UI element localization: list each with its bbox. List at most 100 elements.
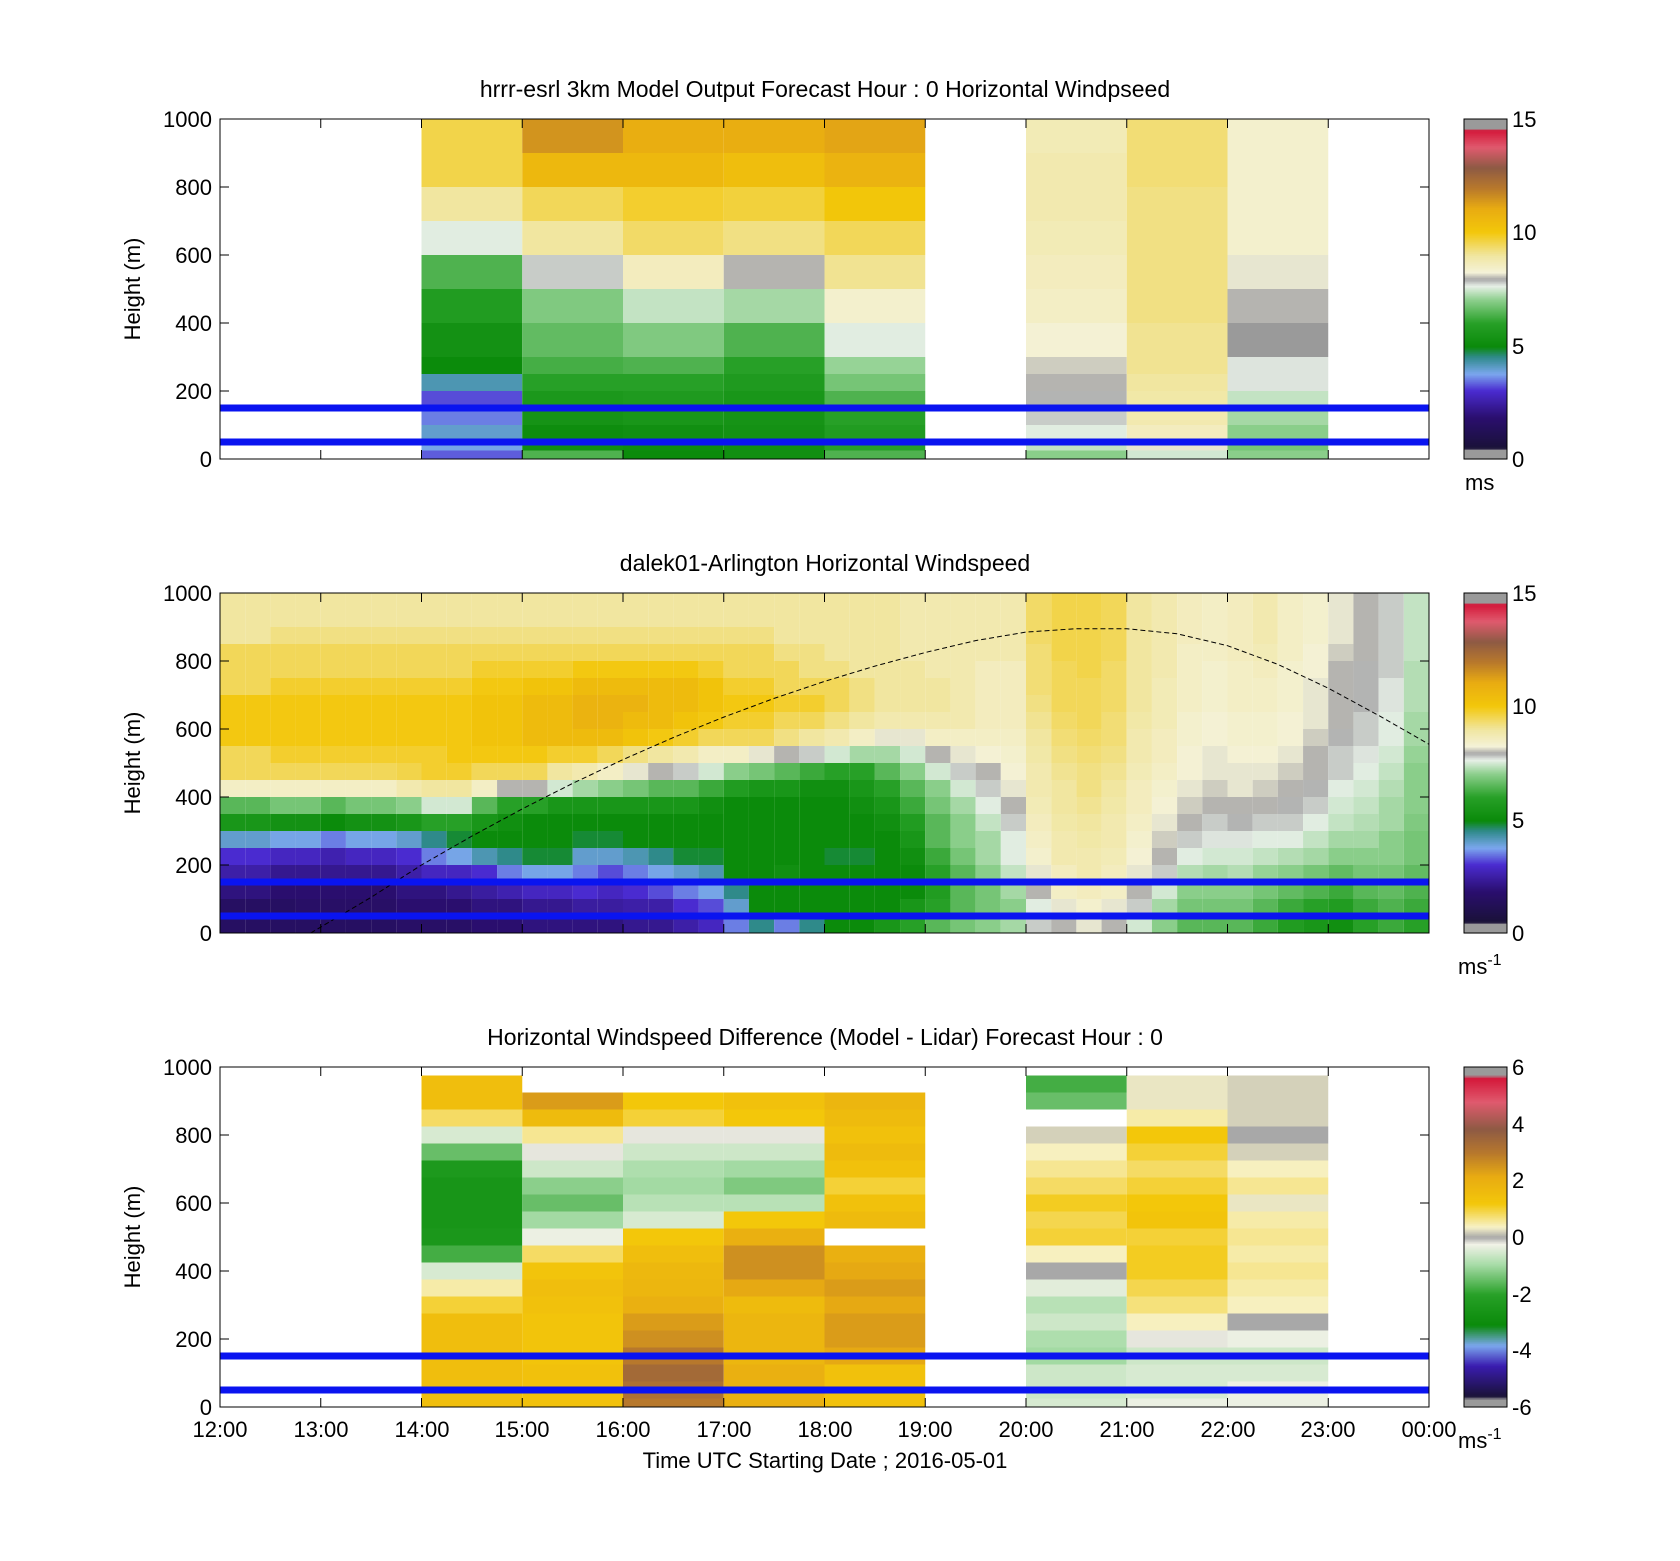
colorbar-segment [1464,1231,1507,1234]
colorbar-tick-label: 4 [1512,1112,1524,1137]
heatmap-cell [421,1143,523,1161]
heatmap-cell [421,1109,523,1127]
colorbar-segment [1464,1331,1507,1334]
heatmap-cell [849,916,875,933]
colorbar-segment [1464,595,1507,598]
colorbar-segment [1464,767,1507,770]
heatmap-cell [522,153,623,187]
heatmap-cell [723,610,749,627]
heatmap-cell [774,610,800,627]
heatmap-cell [345,797,372,814]
colorbar-segment [1464,645,1507,648]
heatmap-cell [345,814,372,831]
heatmap-cell [220,848,246,865]
colorbar-tick-label: 10 [1512,220,1536,245]
heatmap-cell [723,323,825,357]
heatmap-cell [1303,678,1329,695]
heatmap-cell [623,1126,724,1144]
heatmap-cell [245,695,271,712]
heatmap-cell [723,882,749,899]
heatmap-cell [623,1194,724,1212]
heatmap-cell [371,644,397,661]
colorbar-segment [1464,119,1507,122]
heatmap-cell [396,763,422,780]
heatmap-cell [900,712,926,729]
heatmap-cell [1101,865,1127,882]
colorbar-segment [1464,429,1507,432]
colorbar-segment [1464,1253,1507,1256]
heatmap-cell [900,746,926,763]
heatmap-cell [824,1245,926,1263]
heatmap-cell [1026,391,1127,408]
colorbar-tick-label: 0 [1512,1225,1524,1250]
heatmap-cell [723,848,749,865]
heatmap-cell [748,661,775,678]
heatmap-cell [1353,627,1379,644]
heatmap-cell [950,899,976,916]
heatmap-cell [849,593,875,610]
colorbar-segment [1464,1369,1507,1372]
colorbar-segment [1464,915,1507,918]
heatmap-cell [849,780,875,797]
heatmap-cell [1101,797,1127,814]
heatmap-cell [623,644,649,661]
heatmap-cell [1403,899,1429,916]
heatmap-cell [1126,1211,1228,1229]
heatmap-cell [1101,848,1127,865]
heatmap-cell [1328,627,1354,644]
heatmap-cell [849,814,875,831]
heatmap-cell [1378,712,1404,729]
heatmap-cell [471,712,498,729]
colorbar-segment [1464,735,1507,738]
colorbar-segment [1464,881,1507,884]
heatmap-cell [396,644,422,661]
heatmap-cell [547,610,573,627]
heatmap-cell [648,644,674,661]
heatmap-cell [748,797,775,814]
colorbar-segment [1464,1319,1507,1322]
heatmap-cell [623,119,724,153]
heatmap-cell [774,848,800,865]
heatmap-cell [522,1143,623,1161]
colorbar-segment [1464,757,1507,760]
heatmap-cell [1277,831,1304,848]
heatmap-cell [1151,797,1178,814]
colorbar-segment [1464,257,1507,260]
heatmap-cell [975,865,1001,882]
panel-2-reference-curve [310,628,1430,934]
heatmap-cell [1378,831,1404,848]
panel-lidar-windspeed: dalek01-Arlington Horizontal Windspeed H… [120,550,1536,979]
heatmap-cell [1252,712,1278,729]
colorbar-segment [1464,1279,1507,1282]
heatmap-cell [1177,712,1203,729]
heatmap-cell [623,831,649,848]
xtick-label: 18:00 [797,1417,852,1442]
colorbar-segment [1464,1203,1507,1206]
heatmap-cell [900,627,926,644]
heatmap-cell [295,916,321,933]
heatmap-cell [270,916,296,933]
colorbar-segment [1464,743,1507,746]
heatmap-cell [1227,831,1253,848]
heatmap-cell [522,442,623,451]
colorbar-segment [1464,185,1507,188]
heatmap-cell [1051,814,1077,831]
heatmap-cell [673,644,699,661]
colorbar-segment [1464,163,1507,166]
heatmap-cell [799,627,825,644]
heatmap-cell [673,865,699,882]
heatmap-cell [723,357,825,374]
heatmap-cell [1252,678,1278,695]
colorbar-segment [1464,1119,1507,1122]
heatmap-cell [1277,848,1304,865]
colorbar-segment [1464,387,1507,390]
heatmap-cell [471,780,498,797]
heatmap-cell [950,712,976,729]
heatmap-cell [270,593,296,610]
heatmap-cell [1026,357,1127,374]
heatmap-cell [1303,746,1329,763]
heatmap-cell [799,763,825,780]
heatmap-cell [1328,763,1354,780]
heatmap-cell [497,763,523,780]
panel-1-title: hrrr-esrl 3km Model Output Forecast Hour… [480,76,1170,102]
